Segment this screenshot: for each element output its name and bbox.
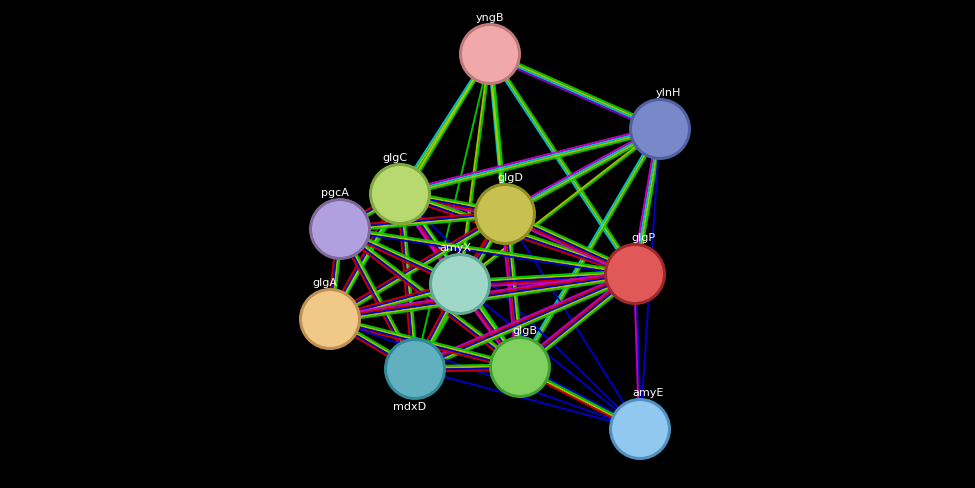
Text: glgA: glgA (313, 278, 337, 287)
Circle shape (492, 339, 548, 395)
Text: glgP: glgP (631, 232, 655, 243)
Text: yInH: yInH (655, 88, 681, 98)
Text: glgB: glgB (513, 325, 537, 335)
Text: glgD: glgD (497, 173, 523, 183)
Circle shape (312, 202, 368, 258)
Circle shape (477, 186, 533, 243)
Circle shape (459, 24, 521, 86)
Circle shape (369, 163, 431, 225)
Circle shape (629, 99, 691, 161)
Text: mdxD: mdxD (394, 401, 427, 411)
Circle shape (387, 341, 443, 397)
Text: amyE: amyE (633, 387, 664, 397)
Circle shape (462, 27, 518, 83)
Circle shape (384, 338, 446, 400)
Text: amyX: amyX (439, 243, 471, 252)
Circle shape (609, 398, 671, 460)
Circle shape (309, 199, 371, 261)
Circle shape (302, 291, 358, 347)
Text: pgcA: pgcA (321, 187, 349, 198)
Circle shape (604, 244, 666, 305)
Circle shape (489, 336, 551, 398)
Circle shape (429, 253, 491, 315)
Circle shape (432, 257, 488, 312)
Circle shape (299, 288, 361, 350)
Text: glgC: glgC (382, 153, 408, 163)
Circle shape (474, 183, 536, 245)
Circle shape (612, 401, 668, 457)
Circle shape (632, 102, 688, 158)
Text: yngB: yngB (476, 13, 504, 23)
Circle shape (607, 246, 663, 303)
Circle shape (372, 167, 428, 223)
